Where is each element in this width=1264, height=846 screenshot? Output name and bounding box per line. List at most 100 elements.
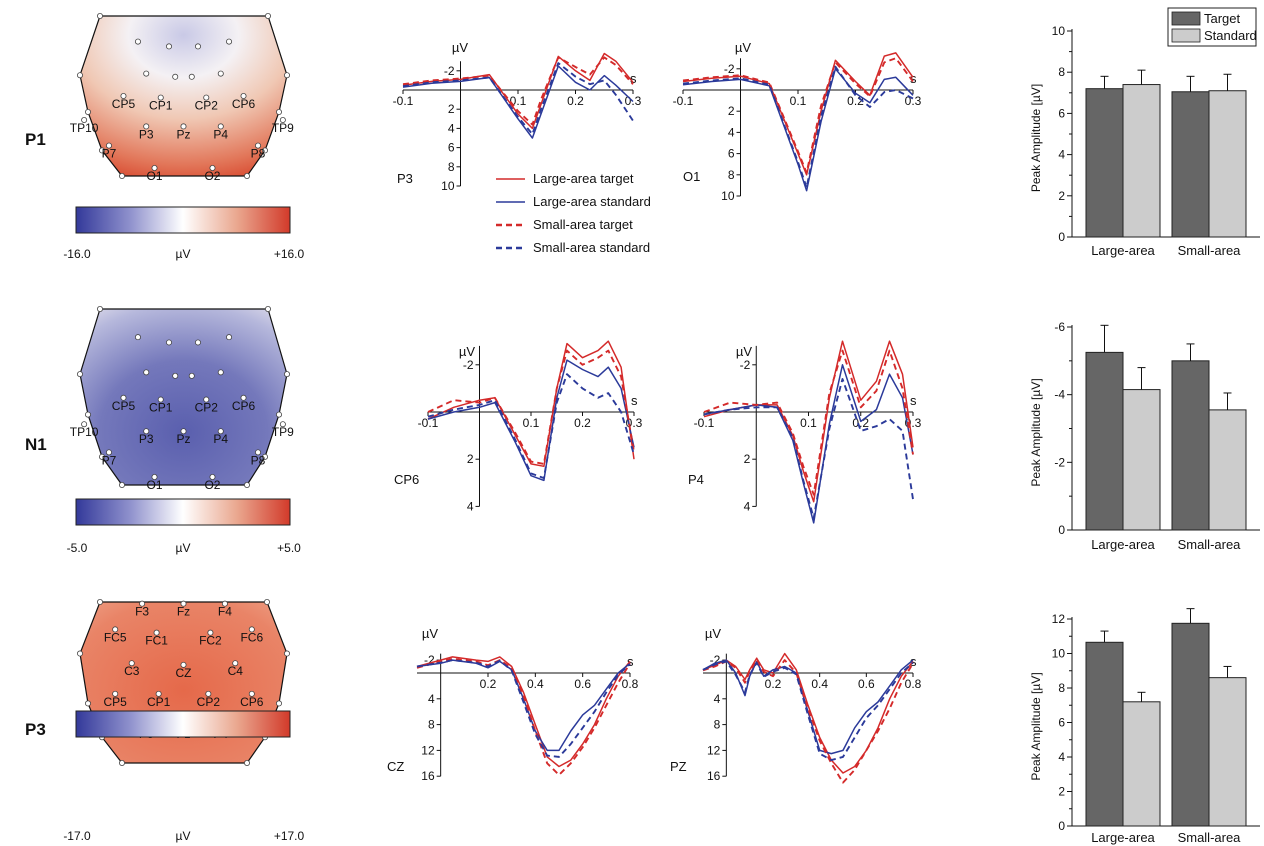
bar-y-tick-label: 0 bbox=[1058, 523, 1065, 537]
scale-max-label: +5.0 bbox=[277, 541, 301, 555]
waveform-small-area-standard bbox=[427, 373, 635, 480]
electrode-dot bbox=[205, 690, 212, 697]
scale-unit-label: µV bbox=[176, 247, 191, 261]
waveform-large-area-standard bbox=[402, 65, 634, 139]
channel-label: CZ bbox=[387, 759, 404, 774]
waveform-large-area-target bbox=[416, 656, 631, 768]
channel-label: P3 bbox=[397, 171, 413, 186]
bar-standard bbox=[1122, 389, 1161, 531]
waveform-large-area-target bbox=[402, 52, 634, 130]
electrode-dot bbox=[143, 369, 150, 376]
erp-panel-o1: -2 2 4 6 8 10 -0.1 0.1 0.2 0.3 s µV O1 bbox=[673, 40, 922, 203]
electrode-dot bbox=[166, 43, 173, 50]
electrode-dot bbox=[194, 339, 201, 346]
y-tick-label: 4 bbox=[728, 125, 735, 139]
electrode-dot bbox=[105, 142, 112, 149]
time-unit-label: s bbox=[630, 71, 637, 86]
x-tick-label: 0.2 bbox=[574, 416, 591, 430]
component-label: P1 bbox=[25, 130, 46, 149]
waveform-small-area-target bbox=[427, 349, 635, 465]
bar-target bbox=[1085, 88, 1124, 238]
electrode-dot bbox=[217, 369, 224, 376]
bar-chart-p3: 0 2 4 6 8 10 12 Peak Amplitude [µV] Large-area Sm… bbox=[1029, 608, 1260, 845]
electrode-label: Pz bbox=[176, 127, 190, 141]
electrode-dot bbox=[209, 473, 216, 480]
electrode-label: Pz bbox=[176, 432, 190, 446]
y-tick-label: 2 bbox=[744, 452, 751, 466]
electrode-dot bbox=[180, 123, 187, 130]
waveform-small-area-standard bbox=[682, 65, 914, 189]
y-tick-label: 12 bbox=[707, 743, 721, 757]
scale-unit-label: µV bbox=[176, 541, 191, 555]
boundary-electrode bbox=[119, 481, 126, 488]
bar-y-axis-label: Peak Amplitude [µV] bbox=[1029, 672, 1043, 780]
electrode-dot bbox=[255, 449, 262, 456]
electrode-dot bbox=[255, 142, 262, 149]
time-unit-label: s bbox=[910, 71, 917, 86]
bar-y-tick-label: 4 bbox=[1058, 750, 1065, 764]
electrode-label: TP9 bbox=[272, 425, 294, 439]
bar-category-label: Small-area bbox=[1178, 243, 1242, 258]
bar-target bbox=[1085, 351, 1124, 531]
electrode-dot bbox=[203, 396, 210, 403]
electrode-dot bbox=[248, 690, 255, 697]
electrode-label: F4 bbox=[218, 605, 232, 619]
x-tick-label: 0.2 bbox=[847, 94, 864, 108]
electrode-dot bbox=[143, 428, 150, 435]
electrode-dot bbox=[248, 626, 255, 633]
electrode-label: TP10 bbox=[70, 425, 99, 439]
color-scale-bar bbox=[75, 710, 291, 738]
electrode-label: CP5 bbox=[112, 97, 136, 111]
x-tick-label: 0.2 bbox=[480, 677, 497, 691]
scale-max-label: +16.0 bbox=[274, 247, 305, 261]
waveform-small-area-standard bbox=[702, 660, 914, 762]
bar-y-axis-label: Peak Amplitude [µV] bbox=[1029, 84, 1043, 192]
bar-standard bbox=[1122, 701, 1161, 827]
y-tick-label: 12 bbox=[421, 743, 435, 757]
boundary-electrode bbox=[275, 411, 282, 418]
electrode-dot bbox=[157, 396, 164, 403]
time-unit-label: s bbox=[910, 654, 917, 669]
electrode-dot bbox=[81, 117, 88, 124]
row-p1: P1 CP5 CP1 CP2 CP6 TP10 P3 Pz P4 TP9 P7 P8 O1 O2 -16.0… bbox=[25, 12, 305, 261]
waveform-large-area-standard bbox=[703, 364, 914, 524]
color-scale-bar bbox=[75, 206, 291, 234]
bar-y-tick-label: 0 bbox=[1058, 230, 1065, 244]
boundary-electrode bbox=[119, 172, 126, 179]
bar-y-tick-label: -4 bbox=[1054, 388, 1065, 402]
electrode-dot bbox=[209, 164, 216, 171]
boundary-electrode bbox=[99, 453, 106, 460]
bar-category-label: Large-area bbox=[1091, 243, 1155, 258]
boundary-electrode bbox=[283, 650, 290, 657]
scale-min-label: -17.0 bbox=[63, 829, 91, 843]
boundary-electrode bbox=[243, 481, 250, 488]
bar-standard bbox=[1208, 677, 1247, 827]
electrode-dot bbox=[188, 372, 195, 379]
erp-panel-pz: -2 4 8 12 16 0.2 0.4 0.6 0.8 s µV PZ bbox=[670, 626, 922, 784]
electrode-dot bbox=[128, 660, 135, 667]
bar-category-label: Large-area bbox=[1091, 830, 1155, 845]
component-label: N1 bbox=[25, 435, 47, 454]
bar-target bbox=[1171, 91, 1210, 238]
electrode-label: CP6 bbox=[232, 97, 256, 111]
bar-chart-n1: -6 -4 -2 0 Peak Amplitude [µV] Large-area Smal… bbox=[1029, 320, 1260, 552]
electrode-label: CP1 bbox=[149, 401, 173, 415]
electrode-dot bbox=[232, 660, 239, 667]
channel-label: CP6 bbox=[394, 472, 419, 487]
bar-target bbox=[1171, 622, 1210, 827]
electrode-label: P4 bbox=[213, 127, 228, 141]
y-tick-label: 4 bbox=[714, 692, 721, 706]
electrode-dot bbox=[120, 93, 127, 100]
waveform-small-area-standard bbox=[416, 659, 631, 758]
electrode-dot bbox=[240, 93, 247, 100]
boundary-electrode bbox=[77, 650, 84, 657]
electrode-dot bbox=[153, 629, 160, 636]
waveform-large-area-target bbox=[682, 52, 914, 176]
scale-max-label: +17.0 bbox=[274, 829, 305, 843]
y-tick-label: 16 bbox=[421, 769, 435, 783]
bar-target bbox=[1171, 360, 1210, 531]
